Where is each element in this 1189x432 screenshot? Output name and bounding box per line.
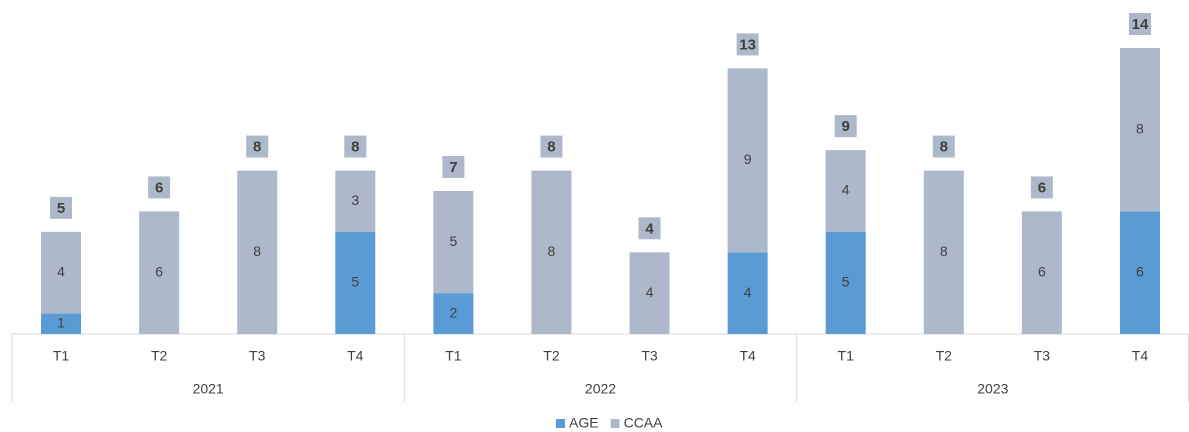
data-label: 9 (744, 151, 752, 167)
total-label-bg (246, 135, 269, 158)
data-label: 6 (1136, 263, 1144, 279)
data-label: 4 (57, 263, 65, 279)
x-tick-label: T3 (641, 348, 658, 364)
bar-segment (335, 170, 376, 232)
bar-segment (1021, 211, 1062, 334)
data-label: 6 (155, 263, 163, 279)
total-label-bg (1030, 176, 1053, 199)
total-label: 5 (57, 200, 65, 217)
x-tick-label: T4 (1132, 348, 1149, 364)
x-tick-label: T2 (936, 348, 953, 364)
bar-segment (727, 68, 768, 253)
bar-segment (335, 231, 376, 334)
total-label: 14 (1132, 16, 1149, 33)
data-label: 4 (646, 284, 654, 300)
data-label: 1 (57, 314, 65, 330)
total-label: 8 (940, 139, 948, 156)
group-label: 2023 (977, 381, 1008, 397)
legend-swatch (556, 419, 565, 428)
total-label: 8 (547, 139, 555, 156)
total-label-bg (834, 115, 857, 138)
total-label: 6 (1038, 179, 1046, 196)
bar-segment (1119, 48, 1160, 212)
x-tick-label: T4 (739, 348, 756, 364)
bar-segment (727, 252, 768, 334)
total-label: 4 (645, 220, 654, 237)
bar-segment (629, 252, 670, 334)
total-label: 8 (351, 139, 359, 156)
bar-segment (923, 170, 964, 334)
data-label: 8 (548, 243, 556, 259)
bar-segment (1119, 211, 1160, 334)
bar-segment (41, 231, 82, 314)
bar-segment (41, 313, 82, 334)
x-tick-label: T4 (347, 348, 364, 364)
bar-segment (139, 211, 180, 334)
bar-segment (825, 231, 866, 334)
data-label: 5 (449, 233, 457, 249)
data-label: 4 (744, 284, 752, 300)
total-label: 6 (155, 179, 163, 196)
data-label: 8 (253, 243, 261, 259)
data-label: 6 (1038, 263, 1046, 279)
total-label-bg (1128, 13, 1151, 35)
bar-segment (531, 170, 572, 334)
total-label-bg (50, 196, 73, 219)
data-label: 2 (449, 304, 457, 320)
data-label: 3 (351, 192, 359, 208)
group-label: 2021 (193, 381, 224, 397)
bar-segment (433, 191, 474, 294)
bar-segment (433, 293, 474, 334)
x-tick-label: T1 (53, 348, 70, 364)
total-label-bg (540, 135, 563, 158)
x-tick-label: T2 (151, 348, 168, 364)
total-label-bg (344, 135, 367, 158)
total-label: 8 (253, 139, 261, 156)
total-label-bg (442, 156, 465, 178)
x-tick-label: T1 (445, 348, 462, 364)
total-label-bg (932, 135, 955, 158)
total-label: 13 (739, 36, 756, 53)
total-label-bg (638, 217, 661, 240)
data-label: 5 (351, 274, 359, 290)
legend-label: CCAA (624, 415, 664, 431)
data-label: 4 (842, 182, 850, 198)
total-label-bg (736, 33, 759, 56)
x-tick-label: T1 (838, 348, 855, 364)
data-label: 5 (842, 274, 850, 290)
bar-segment (237, 170, 278, 334)
data-label: 8 (940, 243, 948, 259)
x-tick-label: T2 (543, 348, 560, 364)
bar-segment (825, 150, 866, 232)
x-tick-label: T3 (249, 348, 266, 364)
total-label: 9 (842, 118, 850, 135)
x-tick-label: T3 (1034, 348, 1051, 364)
total-label: 7 (449, 159, 457, 176)
legend-label: AGE (569, 415, 599, 431)
total-label-bg (148, 176, 171, 199)
legend-swatch (610, 419, 620, 428)
group-label: 2022 (585, 381, 616, 397)
data-label: 8 (1136, 120, 1144, 136)
